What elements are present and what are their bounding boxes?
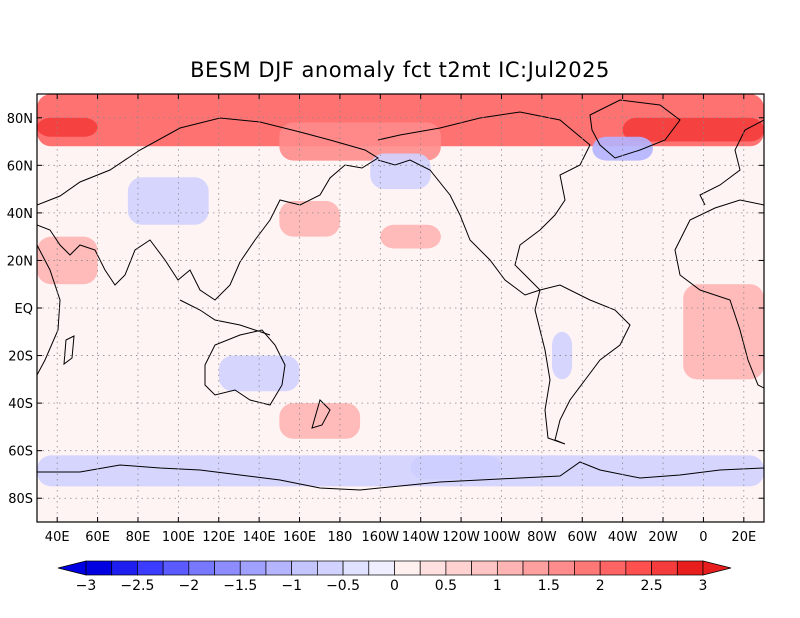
anomaly-region	[37, 455, 764, 487]
axis-ticks: 80N 60N 40N 20N EQ 20S 40S 60S 80S 40E 60E 80E 100E 1…	[7, 94, 764, 545]
colorbar-segment	[162, 560, 190, 576]
colorbar-label: 0	[390, 578, 399, 594]
colorbar-segment	[239, 560, 267, 576]
colorbar-segment	[317, 560, 344, 576]
colorbar-segment	[599, 560, 627, 576]
lon-tick-label: 180	[328, 530, 353, 545]
colorbar-segment	[342, 560, 370, 576]
colorbar-segment	[676, 560, 704, 576]
south-america-coast	[534, 284, 631, 445]
colorbar-segment	[111, 560, 138, 576]
colorbar-label: −3	[76, 578, 97, 594]
lat-tick-label: 40S	[8, 397, 33, 412]
lon-tick-label: 20E	[731, 530, 756, 545]
anomaly-region	[218, 355, 300, 392]
anomaly-region	[592, 136, 653, 161]
colorbar-label: −2.5	[120, 578, 154, 594]
lat-tick-label: 80N	[7, 112, 33, 127]
lon-tick-label: 100E	[162, 530, 195, 545]
anomaly-region	[551, 331, 573, 380]
anomaly-region	[279, 122, 441, 161]
colorbar-label: −0.5	[326, 578, 360, 594]
colorbar-segment	[496, 560, 524, 576]
colorbar-segment	[394, 560, 421, 576]
lon-tick-label: 120W	[442, 530, 480, 545]
lon-tick-label: 20W	[648, 530, 678, 545]
lat-tick-label: 60S	[8, 445, 33, 460]
colorbar-segment	[471, 560, 498, 576]
colorbar-segment	[214, 560, 241, 576]
lat-tick-label: EQ	[15, 302, 33, 317]
coastlines	[37, 99, 764, 491]
colorbar-segment	[651, 560, 678, 576]
anomaly-region	[279, 201, 340, 237]
colorbar-segment	[625, 560, 652, 576]
anomaly-region	[279, 403, 361, 439]
colorbar-label: 1.5	[538, 578, 560, 594]
colorbar-label: −1	[281, 578, 302, 594]
australia-coast	[204, 329, 286, 406]
anomaly-region	[37, 117, 98, 137]
map-title: BESM DJF anomaly fct t2mt IC:Jul2025	[190, 58, 610, 82]
colorbar-segment	[188, 560, 215, 576]
anomaly-region	[370, 153, 431, 190]
colorbar: −3 −2.5 −2 −1.5 −1 −0.5 0 0.5 1 1.5 2 2.5 3	[57, 560, 732, 594]
lat-tick-label: 20S	[8, 350, 33, 365]
lat-tick-label: 20N	[7, 254, 33, 269]
colorbar-segment	[522, 560, 550, 576]
colorbar-label: 0.5	[435, 578, 457, 594]
new-zealand-coast	[311, 399, 331, 429]
greenland-coast	[589, 99, 681, 159]
colorbar-segment	[265, 560, 293, 576]
colorbar-label: 1	[493, 578, 502, 594]
anomaly-region	[127, 177, 209, 225]
colorbar-segment	[419, 560, 447, 576]
antarctica-coast	[37, 461, 764, 491]
colorbar-label: −2	[179, 578, 200, 594]
lat-tick-label: 60N	[7, 159, 33, 174]
madagascar-coast	[63, 335, 75, 366]
lon-tick-label: 60W	[568, 530, 598, 545]
north-america-coast	[377, 111, 591, 296]
colorbar-segment	[368, 560, 395, 576]
colorbar-segment	[574, 560, 601, 576]
colorbar-max-arrow	[702, 560, 732, 576]
africa-east-coast	[37, 244, 61, 376]
lat-tick-label: 80S	[8, 492, 33, 507]
colorbar-segment	[445, 560, 472, 576]
lat-tick-label: 40N	[7, 207, 33, 222]
lon-tick-label: 120E	[202, 530, 235, 545]
lon-tick-label: 160E	[283, 530, 316, 545]
lon-tick-label: 0	[699, 530, 707, 545]
colorbar-min-arrow	[57, 560, 87, 576]
africa-west-coast	[674, 199, 764, 389]
lon-tick-label: 60E	[85, 530, 110, 545]
colorbar-label: 3	[699, 578, 708, 594]
anomaly-region	[380, 224, 441, 249]
lon-tick-label: 140E	[243, 530, 276, 545]
map-frame	[36, 93, 765, 523]
europe-coast	[699, 119, 764, 206]
eurasia-coast	[37, 117, 379, 301]
lat-lon-gridlines	[37, 94, 764, 522]
anomaly-region	[622, 117, 764, 142]
colorbar-segment	[137, 560, 164, 576]
lon-tick-label: 80W	[527, 530, 557, 545]
lon-tick-label: 40W	[608, 530, 638, 545]
lon-tick-label: 80E	[126, 530, 151, 545]
colorbar-label: 2.5	[640, 578, 662, 594]
colorbar-segment	[85, 560, 113, 576]
colorbar-segment	[548, 560, 575, 576]
lon-tick-label: 140W	[402, 530, 440, 545]
colorbar-label: 2	[596, 578, 605, 594]
colorbar-label: −1.5	[223, 578, 257, 594]
anomaly-region	[683, 284, 764, 380]
lon-tick-label: 100W	[483, 530, 521, 545]
lon-tick-label: 40E	[45, 530, 70, 545]
colorbar-segment	[291, 560, 318, 576]
anomaly-region	[37, 236, 98, 285]
lon-tick-label: 160W	[361, 530, 399, 545]
